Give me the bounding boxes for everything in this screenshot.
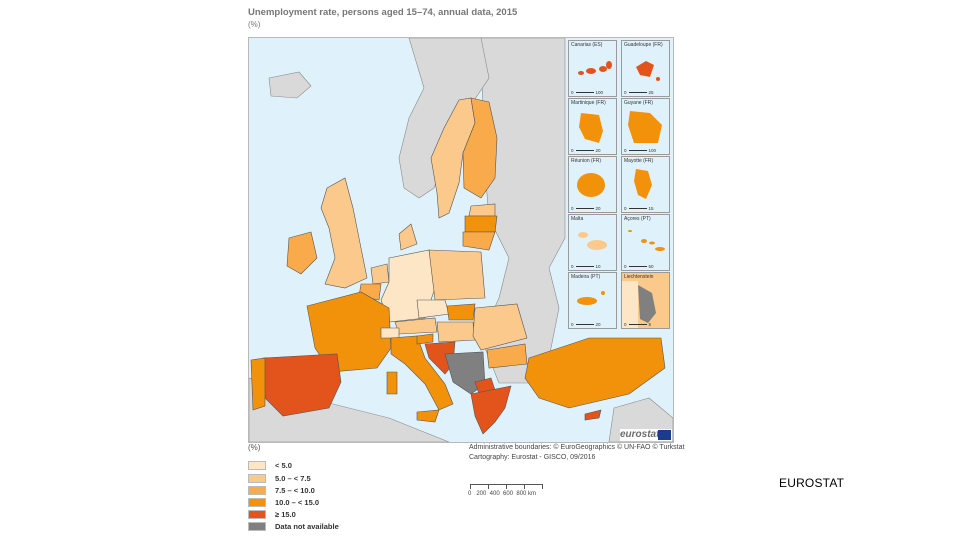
inset-reunion: Réunion (FR) 0 20 [568,156,617,213]
region-estonia [468,203,496,217]
inset-malta: Malta 0 10 [568,214,617,271]
region-spain [262,353,342,417]
region-hungary [436,321,476,343]
region-lithuania [462,231,496,251]
eurostat-logo: eurostat [620,429,672,441]
inset-guyane: Guyane (FR) 0 100 [621,98,670,155]
inset-madeira-shape [577,291,605,305]
legend-swatch [248,498,266,507]
region-france [306,291,392,373]
legend-swatch [248,486,266,495]
inset-canarias: Canarias (ES) 0 100 [568,40,617,97]
region-greece [470,385,512,435]
map-unit: (%) [248,20,261,29]
inset-guadeloupe-shape [636,61,660,81]
region-poland [428,249,486,301]
source-label: EUROSTAT [779,476,845,490]
europe-map: Canarias (ES) 0 100 Guadeloupe (FR) 0 25 M… [248,37,674,443]
inset-martinique: Martinique (FR) 0 20 [568,98,617,155]
region-latvia [464,215,498,233]
region-sicily [416,409,440,423]
inset-guadeloupe: Guadeloupe (FR) 0 25 [621,40,670,97]
region-uk [320,177,368,289]
eu-flag-icon [658,430,671,440]
scale-bar [470,484,544,492]
inset-mayotte: Mayotte (FR) 0 15 [621,156,670,213]
inset-liechtenstein-shape [622,281,656,328]
inset-guyane-shape [628,111,662,143]
legend-swatch [248,461,266,470]
inset-malta-shape [578,232,607,250]
region-sardinia [386,371,398,395]
region-switzerland [380,327,400,339]
inset-martinique-shape [579,113,603,143]
inset-mayotte-shape [634,169,652,199]
region-italy [390,335,454,411]
region-bulgaria [486,343,528,369]
region-cyprus [584,409,602,421]
inset-acores: Açores (PT) 0 50 [621,214,670,271]
attribution-boundaries: Administrative boundaries: © EuroGeograp… [469,444,685,451]
legend-unit: (%) [248,443,261,452]
inset-canarias-shape [578,61,612,75]
region-turkey [524,337,666,409]
region-slovenia [416,333,434,345]
region-romania [472,303,528,351]
inset-acores-shape [628,230,665,251]
region-slovakia [446,303,476,321]
scale-bar-labels: 0 200 400 600 800 km [468,491,537,497]
inset-reunion-shape [577,173,605,197]
region-portugal [250,357,266,411]
legend-swatch [248,510,266,519]
inset-madeira: Madeira (PT) 0 20 [568,272,617,329]
legend-swatch [248,474,266,483]
map-title: Unemployment rate, persons aged 15–74, a… [248,7,518,18]
attribution-cartography: Cartography: Eurostat - GISCO, 09/2016 [469,454,596,461]
region-denmark [398,223,418,251]
legend-swatch [248,522,266,531]
region-finland [462,97,498,199]
region-ireland [286,231,318,275]
